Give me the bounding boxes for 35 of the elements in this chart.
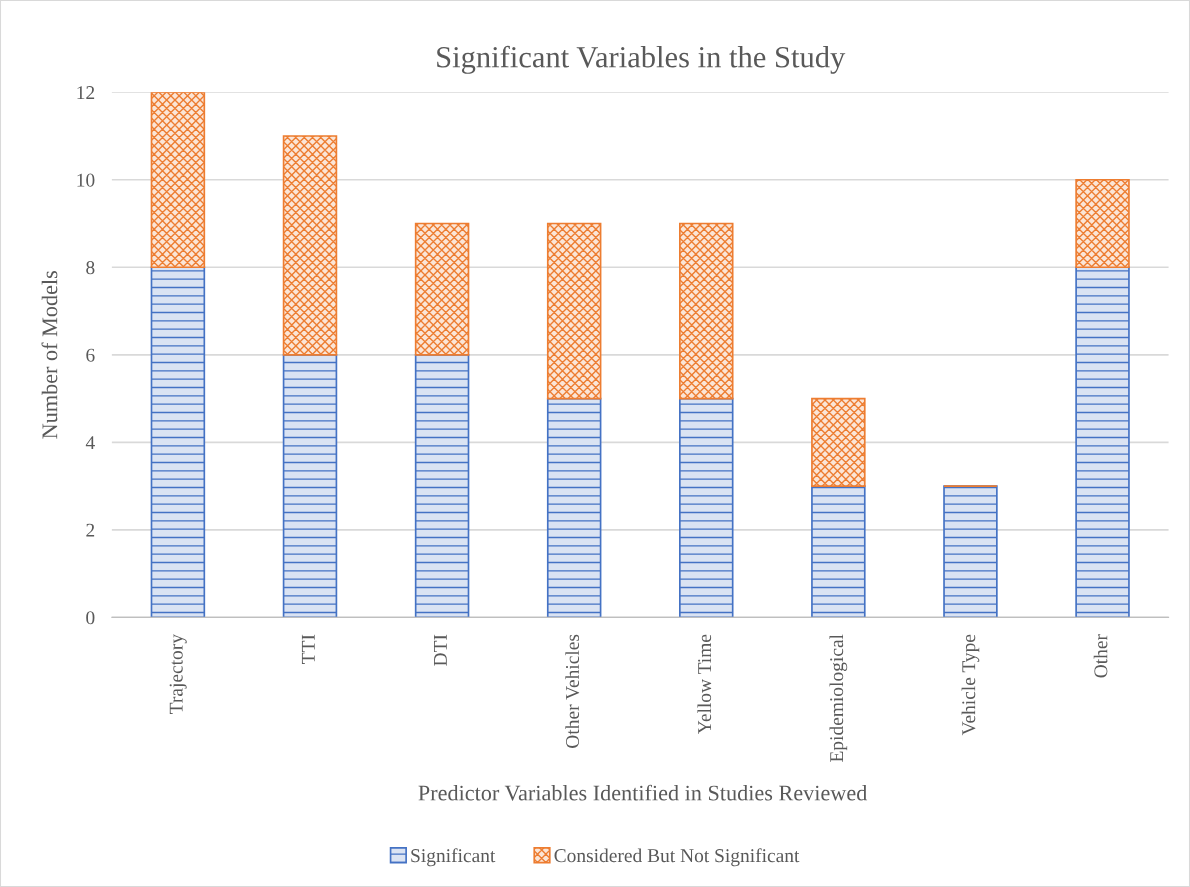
bar [1075, 178, 1130, 269]
x-tick-label: Other Vehicles [565, 634, 580, 748]
x-tick-label: Yellow Time [697, 634, 712, 734]
bar [414, 222, 470, 356]
bar [1075, 266, 1130, 618]
y-tick-label: 12 [77, 86, 95, 99]
x-tick-label: Trajectory [169, 634, 187, 714]
bar [282, 135, 338, 356]
x-tick-label: Vehicle Type [961, 634, 980, 736]
bar [282, 353, 338, 618]
legend-label: Considered But Not Significant [554, 848, 800, 867]
chart-title: Significant Variables in the Study [437, 45, 846, 74]
bar [811, 397, 866, 487]
bar [679, 397, 734, 618]
y-tick-label: 8 [86, 261, 95, 275]
x-tick-label: Epidemiological [829, 634, 848, 762]
y-axis-title: Number of Models [41, 271, 58, 439]
bar [811, 485, 866, 618]
x-tick-label: DTI [434, 634, 447, 666]
y-tick-label: 10 [77, 173, 95, 187]
y-tick-label: 2 [86, 523, 95, 537]
bar [546, 397, 602, 618]
bar [546, 222, 602, 400]
bar [943, 485, 998, 618]
x-tick-label: TTI [301, 634, 315, 664]
y-tick-label: 0 [86, 611, 95, 625]
bar [150, 266, 206, 618]
bar [679, 222, 734, 400]
x-axis-title: Predictor Variables Identified in Studies Reviewed [418, 784, 868, 801]
bar [414, 353, 470, 618]
x-tick-label: Other [1093, 634, 1108, 678]
legend-label: Significant [411, 848, 496, 867]
y-tick-label: 6 [86, 348, 95, 362]
bar [150, 92, 206, 269]
y-tick-label: 4 [85, 436, 95, 450]
